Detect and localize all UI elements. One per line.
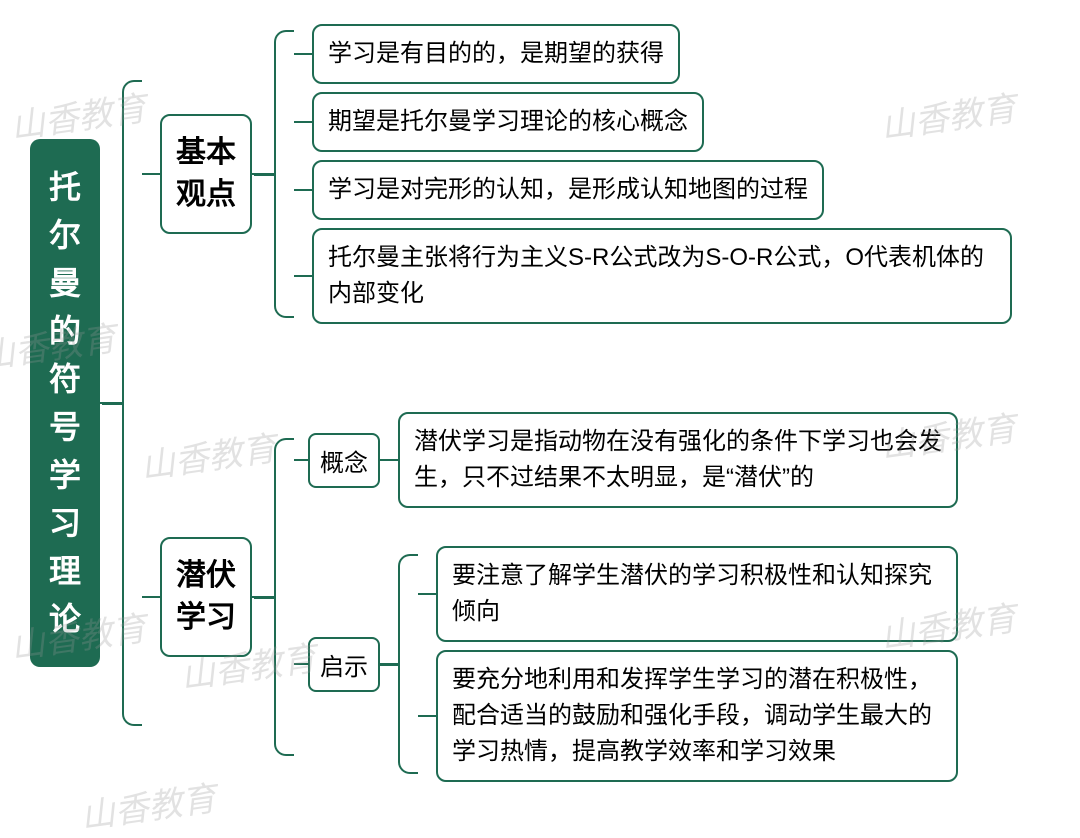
sub-enlightenment: 启示 要注意了解学生潜伏的学习积极性和认知探究倾向 要充分地利用和发挥学生学习的… [294, 542, 958, 786]
mid-node-latent: 潜伏 学习 [160, 537, 252, 657]
level2-column: 概念 潜伏学习是指动物在没有强化的条件下学习也会发生，只不过结果不太明显，是“潜… [294, 408, 958, 786]
root-label: 托尔曼的符号学习理论 [49, 163, 81, 643]
level1-column: 基本 观点 学习是有目的的，是期望的获得 期望是托尔曼学习理论的核心概念 学习是… [142, 20, 1012, 786]
small-node-concept: 概念 [308, 433, 380, 488]
leaf-node: 潜伏学习是指动物在没有强化的条件下学习也会发生，只不过结果不太明显，是“潜伏”的 [398, 412, 958, 508]
connector [294, 459, 308, 461]
leaf-node: 要充分地利用和发挥学生学习的潜在积极性，配合适当的鼓励和强化手段，调动学生最大的… [436, 650, 958, 782]
leaf-stack-basic: 学习是有目的的，是期望的获得 期望是托尔曼学习理论的核心概念 学习是对完形的认知… [294, 20, 1012, 328]
branch-basic-views: 基本 观点 学习是有目的的，是期望的获得 期望是托尔曼学习理论的核心概念 学习是… [142, 20, 1012, 328]
bracket-enlighten [398, 554, 418, 774]
small-node-enlighten: 启示 [308, 637, 380, 692]
root-node: 托尔曼的符号学习理论 [30, 139, 100, 667]
leaf-stack-concept: 潜伏学习是指动物在没有强化的条件下学习也会发生，只不过结果不太明显，是“潜伏”的 [398, 408, 958, 512]
bracket-level1 [122, 80, 142, 726]
connector [294, 663, 308, 665]
connector [142, 596, 160, 598]
leaf-node: 学习是对完形的认知，是形成认知地图的过程 [312, 160, 824, 220]
connector [142, 173, 160, 175]
connector [380, 459, 398, 461]
branch-latent-learning: 潜伏 学习 概念 潜伏学习是指动物在没有强化的条件下学习也会发生，只不过结果不太… [142, 408, 1012, 786]
sub-concept: 概念 潜伏学习是指动物在没有强化的条件下学习也会发生，只不过结果不太明显，是“潜… [294, 408, 958, 512]
mid-node-basic-views: 基本 观点 [160, 114, 252, 234]
mindmap-container: 托尔曼的符号学习理论 基本 观点 学习是有目的的，是期望的获得 期望是托尔曼学习… [0, 0, 1080, 806]
leaf-node: 要注意了解学生潜伏的学习积极性和认知探究倾向 [436, 546, 958, 642]
leaf-node: 托尔曼主张将行为主义S-R公式改为S-O-R公式，O代表机体的内部变化 [312, 228, 1012, 324]
bracket-basic-views [274, 30, 294, 318]
leaf-node: 学习是有目的的，是期望的获得 [312, 24, 680, 84]
bracket-latent [274, 438, 294, 756]
leaf-stack-enlighten: 要注意了解学生潜伏的学习积极性和认知探究倾向 要充分地利用和发挥学生学习的潜在积… [418, 542, 958, 786]
leaf-node: 期望是托尔曼学习理论的核心概念 [312, 92, 704, 152]
